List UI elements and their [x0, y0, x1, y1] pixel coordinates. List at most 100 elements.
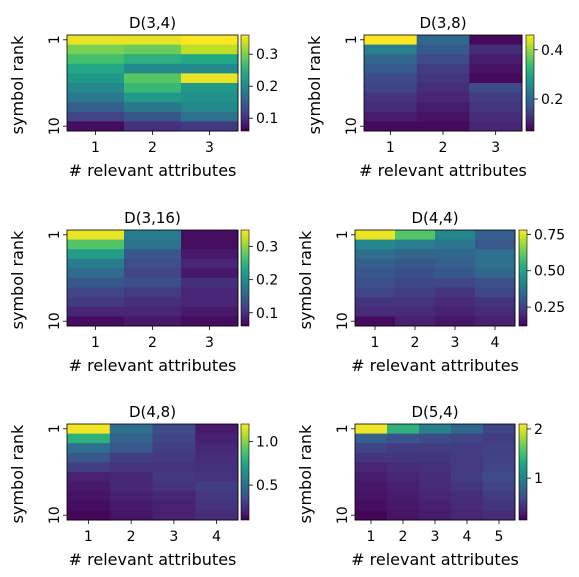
x-axis-label: # relevant attributes [351, 550, 519, 569]
heatmap-cell-r3-c3 [469, 54, 523, 65]
axes-frame [354, 229, 516, 327]
x-tick-label: 2 [399, 529, 408, 545]
colorbar [240, 423, 250, 521]
heatmap-cell-r10-c2 [124, 121, 182, 132]
heatmap-cell-r6-c1 [364, 83, 418, 94]
heatmap-cell-r8-c4 [451, 491, 484, 502]
heatmap-cell-r2-c1 [67, 239, 125, 250]
heatmap-cell-r6-c4 [451, 472, 484, 483]
heatmap-cell-r6-c2 [109, 472, 153, 483]
heatmap-cell-r10-c1 [364, 121, 418, 132]
colorbar-tick-label: 0.2 [256, 79, 278, 95]
heatmap-cell-r10-c1 [67, 316, 125, 327]
heatmap-cell-r2-c4 [451, 433, 484, 444]
heatmap-panel-d54: D(5,4) 1 2 3 4 5 1 10 # relevant attributes symbo… [296, 403, 543, 569]
heatmap-cell-r8-c2 [124, 297, 182, 308]
heatmap-cell-r3-c1 [67, 443, 111, 454]
heatmap-cell-r6-c2 [124, 278, 182, 289]
heatmap-cell-r2-c1 [67, 44, 125, 55]
y-axis-label: symbol rank [296, 424, 315, 523]
y-axis-label: symbol rank [8, 35, 27, 134]
heatmap-cell-r9-c2 [124, 306, 182, 317]
heatmap-cell-r1-c3 [469, 35, 523, 46]
heatmap-cell-r2-c3 [435, 239, 476, 250]
heatmap-panel-d48: D(4,8) 1 2 3 4 1 10 # relevant attributes symbol… [8, 403, 278, 569]
x-tick-label: 3 [491, 140, 500, 156]
heatmap-cell-r1-c1 [364, 35, 418, 46]
heatmap-cell-r4-c3 [181, 63, 239, 74]
heatmap-cell-r10-c4 [451, 510, 484, 521]
x-tick-label: 3 [431, 529, 440, 545]
heatmap-cell-r1-c4 [451, 424, 484, 435]
heatmap-cell-r7-c3 [181, 287, 239, 298]
heatmap-cell-r7-c1 [67, 92, 125, 103]
heatmap-cell-r6-c2 [395, 278, 436, 289]
heatmap-cell-r5-c1 [355, 462, 388, 473]
heatmap-cell-r5-c1 [355, 268, 396, 279]
heatmap-cell-r2-c2 [416, 44, 470, 55]
heatmap-cell-r4-c4 [195, 452, 239, 463]
y-tick-label: 1 [47, 424, 63, 433]
heatmap-cell-r4-c1 [364, 63, 418, 74]
heatmap-cell-r5-c2 [124, 73, 182, 84]
heatmap-cell-r1-c2 [124, 230, 182, 241]
heatmap-cell-r3-c4 [451, 443, 484, 454]
heatmap-cell-r5-c2 [387, 462, 420, 473]
heatmap-cell-r2-c3 [469, 44, 523, 55]
heatmap-cell-r3-c2 [124, 54, 182, 65]
heatmap-cell-r1-c1 [67, 424, 111, 435]
x-axis-label: # relevant attributes [69, 550, 237, 569]
heatmap-cell-r2-c3 [181, 239, 239, 250]
heatmap-cell-r4-c1 [355, 258, 396, 269]
heatmap-cell-r4-c1 [355, 452, 388, 463]
heatmap-cell-r4-c1 [67, 63, 125, 74]
heatmap-cell-r4-c5 [483, 452, 516, 463]
heatmap-cell-r8-c2 [416, 102, 470, 113]
colorbar [518, 229, 528, 327]
heatmap-cell-r9-c2 [124, 111, 182, 122]
heatmap-cell-r6-c1 [355, 278, 396, 289]
heatmap-cell-r10-c5 [483, 510, 516, 521]
heatmap-cell-r10-c1 [355, 510, 388, 521]
heatmap-cell-r1-c4 [195, 424, 239, 435]
heatmap-cell-r6-c3 [152, 472, 196, 483]
y-axis-label: symbol rank [296, 230, 315, 329]
x-axis-label: # relevant attributes [69, 356, 237, 375]
y-axis-label: symbol rank [305, 35, 324, 134]
heatmap-cell-r6-c2 [124, 83, 182, 94]
heatmap-cell-r2-c3 [152, 433, 196, 444]
heatmap-cell-r3-c5 [483, 443, 516, 454]
heatmap-cell-r7-c4 [475, 287, 516, 298]
heatmap-cell-r3-c1 [364, 54, 418, 65]
chart-title: D(3,16) [124, 209, 181, 227]
x-tick-label: 4 [491, 335, 500, 351]
heatmap-panel-d316: D(3,16) 1 2 3 1 10 # relevant attributes symbol… [8, 209, 278, 375]
heatmap-cell-r7-c2 [124, 92, 182, 103]
heatmap-cell-r4-c2 [109, 452, 153, 463]
colorbar-tick-label: 0.4 [541, 43, 563, 59]
heatmap-cell-r1-c1 [67, 35, 125, 46]
heatmap-cell-r6-c3 [419, 472, 452, 483]
heatmap-cell-r8-c1 [355, 297, 396, 308]
x-tick-label: 4 [463, 529, 472, 545]
heatmap-cell-r8-c3 [469, 102, 523, 113]
x-tick-label: 2 [411, 335, 420, 351]
heatmap-cell-r6-c3 [469, 83, 523, 94]
chart-title: D(3,4) [129, 14, 176, 32]
heatmap-cell-r7-c1 [355, 481, 388, 492]
heatmap-cell-r4-c3 [181, 258, 239, 269]
y-tick-label: 1 [47, 35, 63, 44]
heatmap-cell-r5-c2 [124, 268, 182, 279]
heatmap-cell-r3-c2 [395, 249, 436, 260]
heatmap-cell-r4-c2 [395, 258, 436, 269]
heatmap-cell-r9-c1 [355, 306, 396, 317]
heatmap-cell-r10-c2 [395, 316, 436, 327]
colorbar [240, 34, 250, 132]
heatmap-cell-r1-c2 [387, 424, 420, 435]
y-axis-label: symbol rank [8, 230, 27, 329]
y-tick-label: 10 [47, 506, 63, 524]
heatmap-cell-r9-c1 [67, 500, 111, 511]
heatmap-cell-r7-c3 [419, 481, 452, 492]
colorbar-tick-label: 0.3 [256, 240, 278, 256]
colorbar [525, 34, 535, 132]
